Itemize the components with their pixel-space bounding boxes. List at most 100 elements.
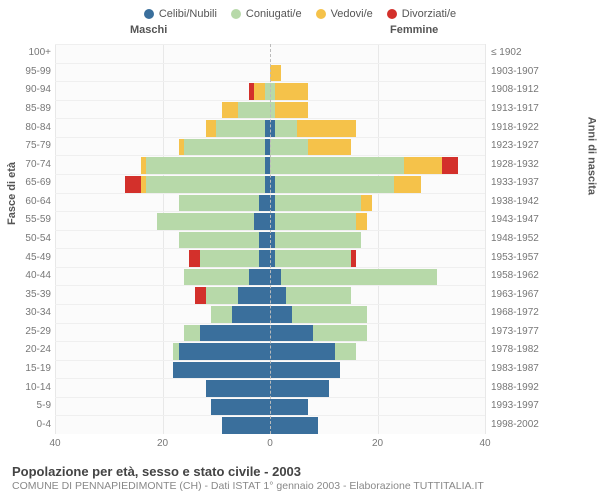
legend-label: Coniugati/e — [246, 8, 302, 20]
age-label: 85-89 — [16, 104, 51, 114]
bar-segment-celibi — [270, 380, 329, 397]
bar-segment-coniugati — [146, 176, 264, 193]
bar-segment-coniugati — [184, 325, 200, 342]
age-label: 65-69 — [16, 178, 51, 188]
legend-item-celibi: Celibi/Nubili — [144, 8, 217, 20]
bar-segment-coniugati — [270, 139, 308, 156]
birth-year-label: 1903-1907 — [491, 67, 539, 77]
bar-segment-celibi — [206, 380, 271, 397]
bar-female — [270, 362, 340, 379]
bar-segment-celibi — [232, 306, 270, 323]
legend-label: Vedovi/e — [331, 8, 373, 20]
bar-female — [270, 399, 308, 416]
bar-female — [270, 343, 356, 360]
bar-male — [173, 343, 270, 360]
legend-swatch-coniugati — [231, 9, 241, 19]
birth-year-label: 1923-1927 — [491, 141, 539, 151]
bar-female — [270, 213, 367, 230]
bar-female — [270, 250, 356, 267]
bar-male — [179, 139, 270, 156]
bar-segment-coniugati — [275, 120, 297, 137]
age-label: 70-74 — [16, 160, 51, 170]
bar-segment-coniugati — [275, 176, 393, 193]
birth-year-label: 1973-1977 — [491, 327, 539, 337]
bar-segment-vedovi — [275, 102, 307, 119]
bar-male — [189, 250, 270, 267]
age-label: 40-44 — [16, 271, 51, 281]
bar-segment-coniugati — [275, 250, 350, 267]
grid-line — [485, 44, 486, 434]
birth-year-label: 1953-1957 — [491, 253, 539, 263]
bar-male — [179, 232, 270, 249]
bar-segment-celibi — [270, 269, 281, 286]
age-label: 80-84 — [16, 123, 51, 133]
age-label: 5-9 — [16, 401, 51, 411]
age-label: 0-4 — [16, 420, 51, 430]
birth-year-label: 1978-1982 — [491, 345, 539, 355]
birth-year-label: 1963-1967 — [491, 290, 539, 300]
bar-segment-coniugati — [275, 195, 361, 212]
bar-segment-celibi — [270, 362, 340, 379]
bar-segment-celibi — [270, 325, 313, 342]
bar-segment-coniugati — [184, 269, 249, 286]
x-tick: 20 — [157, 438, 168, 449]
bar-segment-vedovi — [206, 120, 217, 137]
bar-segment-celibi — [211, 399, 270, 416]
age-label: 60-64 — [16, 197, 51, 207]
bar-female — [270, 325, 367, 342]
bar-segment-coniugati — [313, 325, 367, 342]
bar-female — [270, 102, 308, 119]
bar-segment-coniugati — [184, 139, 265, 156]
birth-year-label: 1988-1992 — [491, 383, 539, 393]
age-label: 30-34 — [16, 308, 51, 318]
x-tick: 40 — [49, 438, 60, 449]
bar-segment-coniugati — [292, 306, 367, 323]
age-label: 75-79 — [16, 141, 51, 151]
bar-segment-vedovi — [297, 120, 356, 137]
bar-female — [270, 195, 372, 212]
bar-segment-celibi — [200, 325, 270, 342]
center-line — [270, 44, 271, 434]
bar-male — [195, 287, 270, 304]
age-label: 20-24 — [16, 345, 51, 355]
header-female: Femmine — [390, 24, 438, 36]
bar-male — [211, 306, 270, 323]
bar-segment-coniugati — [206, 287, 238, 304]
birth-year-label: 1983-1987 — [491, 364, 539, 374]
bar-segment-divorziati — [189, 250, 200, 267]
x-tick: 0 — [267, 438, 273, 449]
bar-male — [125, 176, 270, 193]
age-label: 90-94 — [16, 85, 51, 95]
birth-year-label: ≤ 1902 — [491, 48, 522, 58]
bar-segment-coniugati — [286, 287, 351, 304]
birth-year-label: 1908-1912 — [491, 85, 539, 95]
bar-segment-coniugati — [179, 195, 260, 212]
bar-segment-celibi — [179, 343, 270, 360]
y-axis-right-title: Anni di nascita — [585, 117, 597, 195]
age-label: 15-19 — [16, 364, 51, 374]
legend-item-coniugati: Coniugati/e — [231, 8, 302, 20]
bar-female — [270, 269, 437, 286]
header-male: Maschi — [130, 24, 167, 36]
bar-segment-vedovi — [222, 102, 238, 119]
bar-segment-coniugati — [211, 306, 233, 323]
bar-female — [270, 287, 351, 304]
x-tick: 20 — [372, 438, 383, 449]
chart-footer: Popolazione per età, sesso e stato civil… — [12, 464, 588, 492]
bar-segment-celibi — [173, 362, 270, 379]
bar-segment-celibi — [259, 250, 270, 267]
bar-male — [206, 380, 271, 397]
birth-year-label: 1938-1942 — [491, 197, 539, 207]
bar-segment-vedovi — [404, 157, 442, 174]
legend-swatch-divorziati — [387, 9, 397, 19]
bar-segment-celibi — [222, 417, 270, 434]
birth-year-label: 1993-1997 — [491, 401, 539, 411]
bar-male — [222, 102, 270, 119]
birth-year-label: 1943-1947 — [491, 215, 539, 225]
age-label: 95-99 — [16, 67, 51, 77]
age-label: 10-14 — [16, 383, 51, 393]
bar-segment-celibi — [249, 269, 271, 286]
bar-male — [206, 120, 271, 137]
bar-male — [157, 213, 270, 230]
bar-female — [270, 380, 329, 397]
